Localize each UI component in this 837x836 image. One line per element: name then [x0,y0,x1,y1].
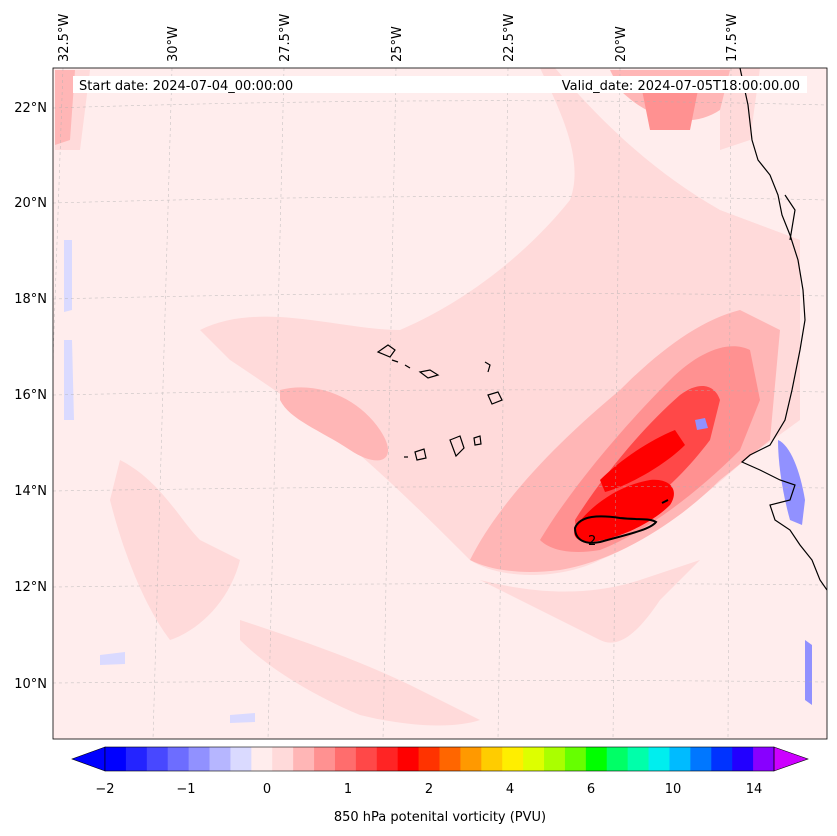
colorbar-swatch [439,747,461,771]
colorbar-tick-label: −1 [176,782,195,797]
colorbar-swatch [167,747,190,771]
latitude-labels: 22°N 20°N 18°N 16°N 14°N 12°N 10°N [14,101,47,692]
colorbar-tick-label: 4 [506,782,514,797]
colorbar-swatch [753,747,775,771]
colorbar-tick-label: 14 [746,782,763,797]
lon-label: 32.5°W [57,14,72,62]
map-panel: 2 Start date: 2024-07-04_00:00:00 Valid_… [53,68,827,739]
colorbar-swatch [334,747,357,771]
colorbar-swatch [105,747,127,771]
colorbar-swatch [230,747,252,771]
colorbar-swatch [690,747,712,771]
info-bar [73,76,807,93]
colorbar-tick-label: 1 [344,782,352,797]
lon-label: 27.5°W [278,14,293,62]
longitude-labels: 32.5°W 30°W 27.5°W 25°W 22.5°W 20°W 17.5… [57,14,740,62]
colorbar-under-arrow [71,746,106,772]
colorbar-swatch [209,747,231,771]
colorbar-swatch [502,747,524,771]
map-frame [52,67,828,740]
colorbar-swatch [732,747,754,771]
colorbar-swatch [669,747,691,771]
colorbar-frame [104,746,775,772]
pv-core-field [574,430,685,542]
lat-label: 12°N [14,580,47,595]
colorbar [71,746,809,772]
lon-label: 22.5°W [502,14,517,62]
colorbar-swatch [272,747,294,771]
contour-label: 2 [588,534,596,549]
lat-label: 22°N [14,101,47,116]
colorbar-swatch [564,747,587,771]
colorbar-swatch [523,747,545,771]
colorbar-swatch [376,747,399,771]
colorbar-swatch [585,747,608,771]
colorbar-swatch [188,747,210,771]
start-date-label: Start date: 2024-07-04_00:00:00 [79,79,293,94]
coastline [739,68,827,591]
colorbar-swatch [627,747,649,771]
colorbar-label: 850 hPa potenital vorticity (PVU) [334,810,546,825]
lon-label: 30°W [166,26,181,62]
colorbar-tick-label: 6 [587,782,595,797]
colorbar-swatch [460,747,482,771]
pv-contour-2: 2 [573,499,669,549]
colorbar-swatch [397,747,419,771]
colorbar-tick-label: −2 [95,782,114,797]
lat-label: 10°N [14,677,47,692]
lat-label: 14°N [14,484,47,499]
lon-label: 25°W [390,26,405,62]
colorbar-tick-label: 2 [425,782,433,797]
graticule [53,68,827,739]
colorbar-tick-label: 0 [263,782,271,797]
colorbar-swatch [418,747,440,771]
colorbar-tick-label: 10 [665,782,682,797]
lon-label: 20°W [614,26,629,62]
colorbar-swatch [544,747,566,771]
lon-label: 17.5°W [725,14,740,62]
colorbar-swatch [481,747,503,771]
colorbar-over-arrow [773,746,809,772]
pv-weak-negative-field [64,240,255,723]
lat-label: 16°N [14,388,47,403]
colorbar-swatch [314,747,336,771]
cape-verde-islands [376,344,503,461]
colorbar-swatch [711,747,733,771]
colorbar-swatch [125,747,148,771]
colorbar-swatch [251,747,273,771]
colorbar-swatch [355,747,378,771]
lat-label: 20°N [14,196,47,211]
colorbar-ticks: −2 −1 0 1 2 4 6 10 14 [95,782,762,797]
colorbar-swatch [146,747,169,771]
colorbar-swatch [606,747,629,771]
colorbar-swatch [648,747,670,771]
valid-date-label: Valid_date: 2024-07-05T18:00:00.00 [562,79,800,94]
lat-label: 18°N [14,292,47,307]
pv-negative-field [695,418,812,705]
colorbar-swatch [293,747,315,771]
